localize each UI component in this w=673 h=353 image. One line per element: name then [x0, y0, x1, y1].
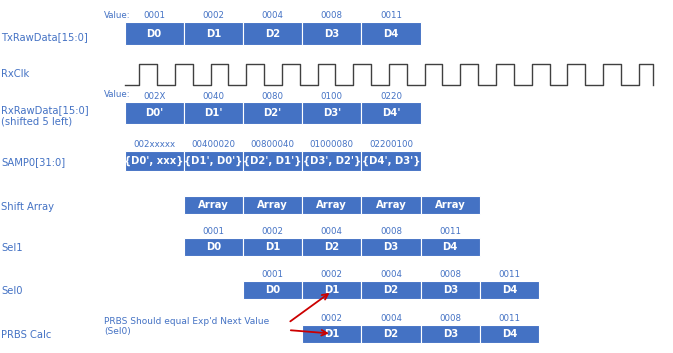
Bar: [302, 102, 361, 124]
Text: D0: D0: [147, 29, 162, 39]
Text: D4: D4: [443, 242, 458, 252]
Text: RxClk: RxClk: [1, 69, 30, 79]
Text: 0002: 0002: [203, 12, 224, 20]
Text: 0011: 0011: [499, 270, 520, 279]
Text: D3: D3: [443, 285, 458, 295]
Bar: [125, 102, 184, 124]
Text: D4: D4: [502, 329, 517, 339]
Text: 0004: 0004: [262, 12, 283, 20]
Text: Value:: Value:: [104, 12, 131, 20]
Text: 002xxxxx: 002xxxxx: [133, 140, 175, 149]
Bar: [361, 102, 421, 124]
Text: PRBS Calc: PRBS Calc: [1, 330, 52, 340]
Text: D3: D3: [443, 329, 458, 339]
Text: 0008: 0008: [439, 314, 461, 323]
Text: 0008: 0008: [380, 227, 402, 236]
Text: Array: Array: [435, 200, 466, 210]
Text: {D3', D2'}: {D3', D2'}: [303, 156, 361, 166]
Text: 002X: 002X: [143, 92, 166, 101]
Bar: [184, 196, 243, 214]
Text: 00400020: 00400020: [191, 140, 236, 149]
Bar: [184, 238, 243, 256]
Bar: [480, 281, 539, 299]
Text: D4: D4: [384, 29, 398, 39]
Bar: [125, 151, 184, 171]
Text: 00800040: 00800040: [250, 140, 295, 149]
Text: 0220: 0220: [380, 92, 402, 101]
Bar: [361, 325, 421, 343]
Bar: [302, 22, 361, 45]
Text: D3': D3': [322, 108, 341, 118]
Text: 0001: 0001: [143, 12, 165, 20]
Text: 0004: 0004: [321, 227, 343, 236]
Bar: [243, 102, 302, 124]
Text: D1: D1: [324, 329, 339, 339]
Bar: [243, 151, 302, 171]
Text: RxRawData[15:0]
(shifted 5 left): RxRawData[15:0] (shifted 5 left): [1, 105, 89, 127]
Text: D1': D1': [204, 108, 223, 118]
Bar: [302, 281, 361, 299]
Bar: [302, 238, 361, 256]
Bar: [361, 151, 421, 171]
Text: {D4', D3'}: {D4', D3'}: [362, 156, 420, 166]
Bar: [184, 22, 243, 45]
Text: 0002: 0002: [321, 270, 343, 279]
Text: 0002: 0002: [321, 314, 343, 323]
Text: Sel1: Sel1: [1, 243, 23, 253]
Text: D2: D2: [324, 242, 339, 252]
Text: 0002: 0002: [262, 227, 283, 236]
Text: Value:: Value:: [104, 90, 131, 99]
Bar: [421, 325, 480, 343]
Text: Array: Array: [376, 200, 406, 210]
Text: 0008: 0008: [321, 12, 343, 20]
Text: 0011: 0011: [499, 314, 520, 323]
Bar: [361, 22, 421, 45]
Text: Array: Array: [257, 200, 288, 210]
Text: D2': D2': [263, 108, 282, 118]
Text: 0004: 0004: [380, 270, 402, 279]
Text: 0008: 0008: [439, 270, 461, 279]
Text: SAMP0[31:0]: SAMP0[31:0]: [1, 157, 65, 167]
Text: D1: D1: [206, 29, 221, 39]
Bar: [302, 325, 361, 343]
Text: {D2', D1'}: {D2', D1'}: [244, 156, 302, 166]
Text: PRBS Should equal Exp'd Next Value
(Sel0): PRBS Should equal Exp'd Next Value (Sel0…: [104, 317, 270, 336]
Text: 0011: 0011: [439, 227, 461, 236]
Text: Shift Array: Shift Array: [1, 202, 55, 211]
Text: Sel0: Sel0: [1, 286, 23, 296]
Text: D0: D0: [265, 285, 280, 295]
Bar: [421, 238, 480, 256]
Bar: [361, 281, 421, 299]
Bar: [421, 196, 480, 214]
Text: D1: D1: [265, 242, 280, 252]
Bar: [243, 22, 302, 45]
Bar: [421, 281, 480, 299]
Bar: [125, 22, 184, 45]
Bar: [184, 151, 243, 171]
Text: 0011: 0011: [380, 12, 402, 20]
Bar: [361, 196, 421, 214]
Text: D0: D0: [206, 242, 221, 252]
Text: 0100: 0100: [321, 92, 343, 101]
Text: TxRawData[15:0]: TxRawData[15:0]: [1, 32, 88, 42]
Text: {D1', D0'}: {D1', D0'}: [184, 156, 242, 166]
Text: D3: D3: [324, 29, 339, 39]
Bar: [184, 102, 243, 124]
Bar: [243, 281, 302, 299]
Text: D0': D0': [145, 108, 164, 118]
Bar: [243, 196, 302, 214]
Text: D2: D2: [265, 29, 280, 39]
Bar: [302, 196, 361, 214]
Bar: [361, 238, 421, 256]
Text: 02200100: 02200100: [369, 140, 413, 149]
Text: 01000080: 01000080: [310, 140, 354, 149]
Text: 0080: 0080: [262, 92, 283, 101]
Text: Array: Array: [198, 200, 229, 210]
Text: D4: D4: [502, 285, 517, 295]
Bar: [302, 151, 361, 171]
Text: 0004: 0004: [380, 314, 402, 323]
Text: 0001: 0001: [262, 270, 283, 279]
Bar: [480, 325, 539, 343]
Text: 0040: 0040: [203, 92, 224, 101]
Bar: [243, 238, 302, 256]
